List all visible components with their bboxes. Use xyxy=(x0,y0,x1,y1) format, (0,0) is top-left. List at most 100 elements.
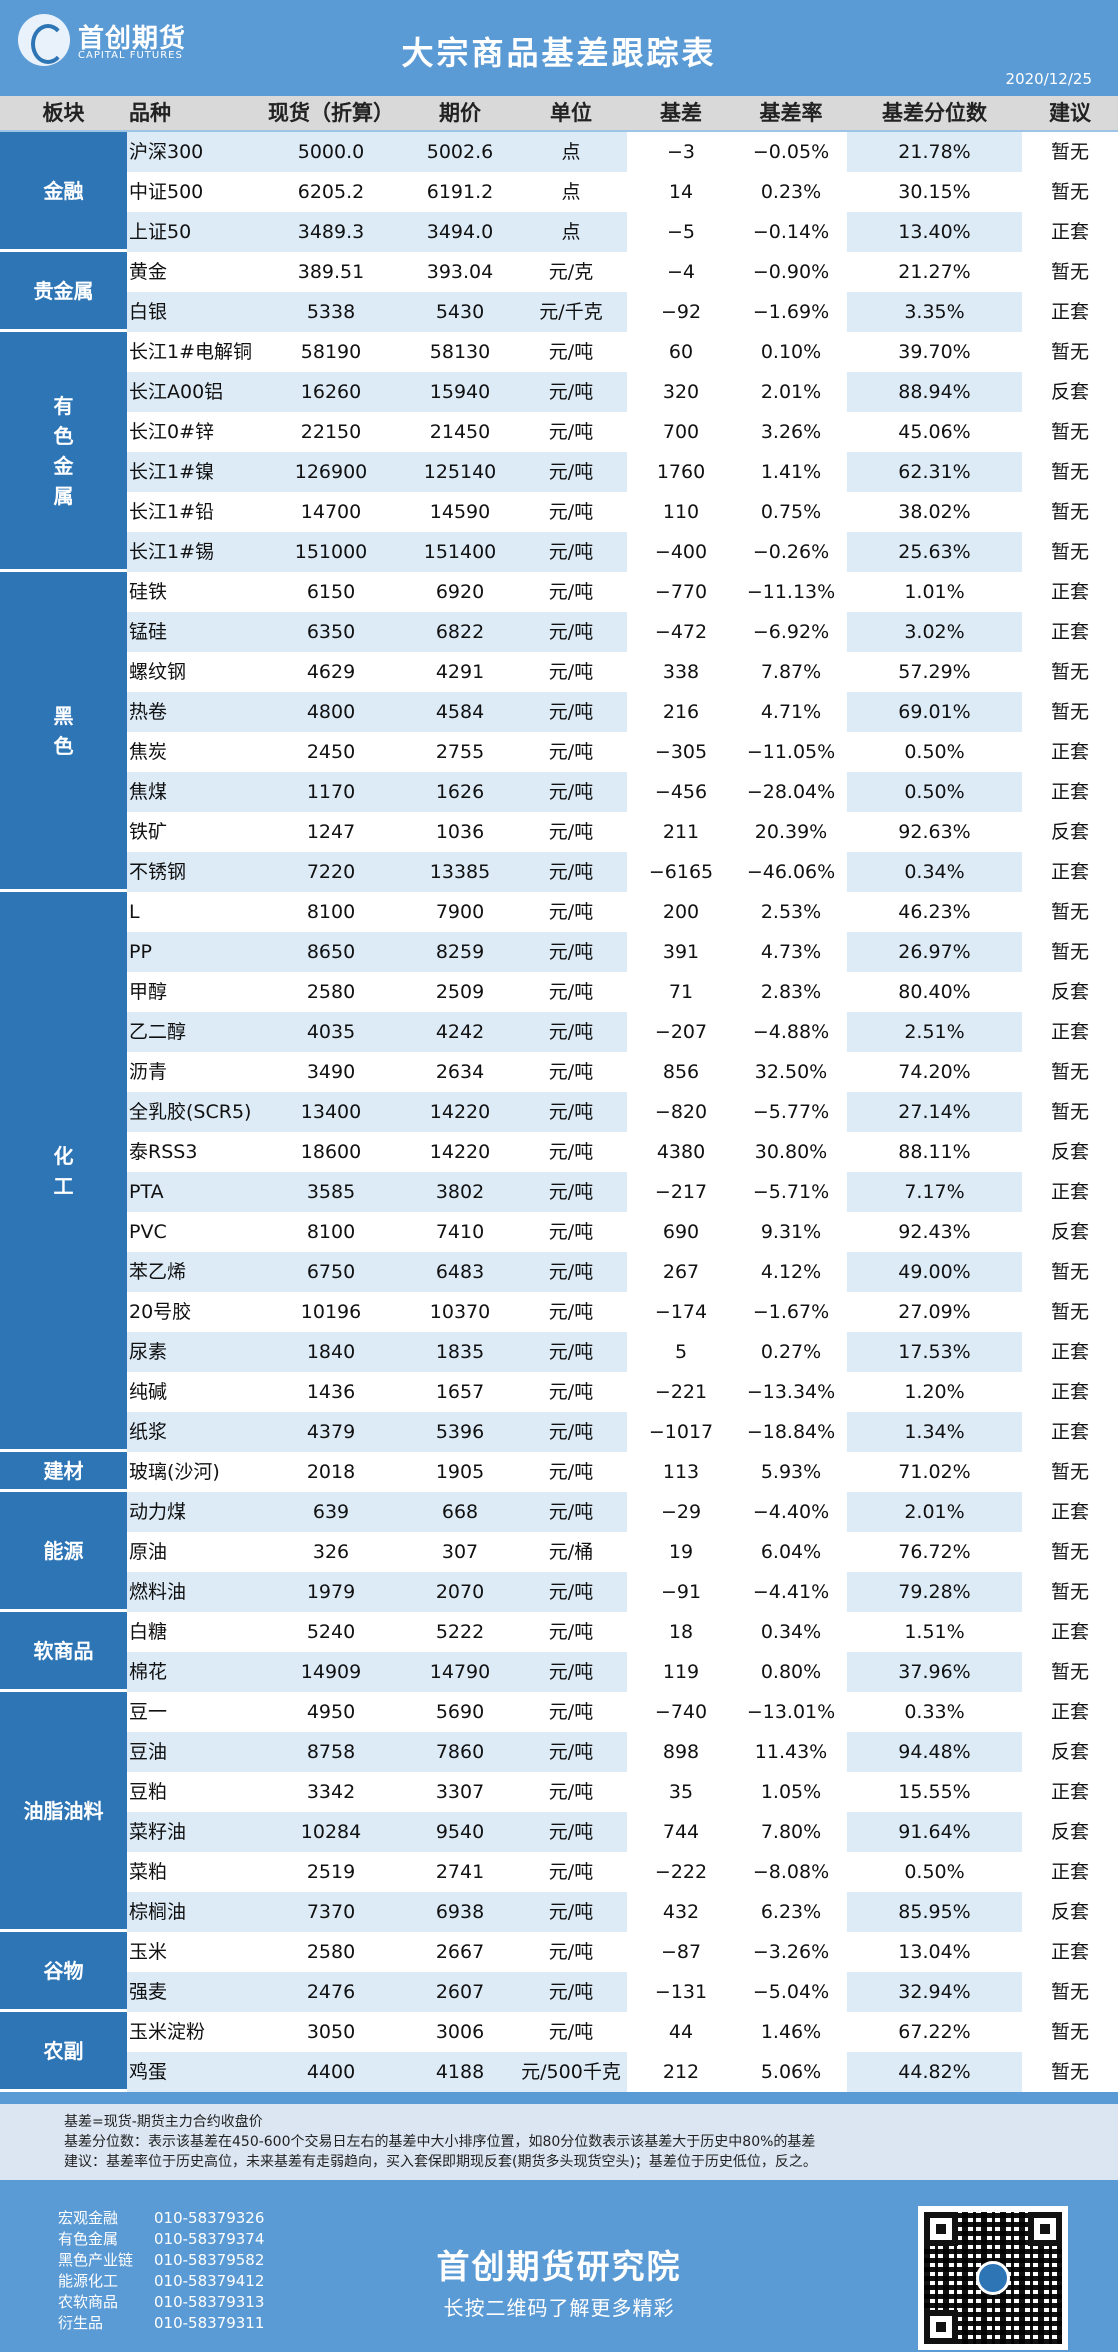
advice: 暂无 xyxy=(1050,1660,1089,1683)
basis-rate: 4.73% xyxy=(760,940,822,963)
spot-price: 4629 xyxy=(306,660,356,683)
futures-price: 2607 xyxy=(405,1971,515,2012)
basis: 216 xyxy=(662,700,700,723)
basis-percentile: 0.50% xyxy=(847,771,1022,812)
product-name: 长江1#电解铜 xyxy=(129,340,253,363)
table-row: 鸡蛋 4400 4188 元/500千克 212 5.06% 44.82% 暂无 xyxy=(127,2051,1118,2092)
basis: −221 xyxy=(654,1380,708,1403)
futures-price: 15940 xyxy=(405,371,515,412)
qr-finder-icon xyxy=(924,2212,958,2246)
advice: 暂无 xyxy=(1050,180,1089,203)
advice: 暂无 xyxy=(1050,1100,1089,1123)
basis-rate: −11.13% xyxy=(746,580,836,603)
unit: 元/吨 xyxy=(548,420,594,443)
product-name: 乙二醇 xyxy=(127,1011,257,1052)
futures-price: 1036 xyxy=(435,820,485,843)
unit: 元/吨 xyxy=(515,1331,627,1372)
product-name: 豆粕 xyxy=(129,1780,168,1803)
unit: 点 xyxy=(561,180,581,203)
product-name: 长江A00铝 xyxy=(127,371,257,412)
unit: 元/吨 xyxy=(548,980,594,1003)
table-row: 铁矿 1247 1036 元/吨 211 20.39% 92.63% 反套 xyxy=(127,812,1118,852)
advice: 暂无 xyxy=(1050,660,1089,683)
product-name: 沪深300 xyxy=(127,131,257,172)
spot-price: 639 xyxy=(257,1491,405,1532)
advice: 正套 xyxy=(1050,1420,1089,1443)
table-row: 棉花 14909 14790 元/吨 119 0.80% 37.96% 暂无 xyxy=(127,1651,1118,1692)
advice: 暂无 xyxy=(1050,1060,1089,1083)
table-row: 菜籽油 10284 9540 元/吨 744 7.80% 91.64% 反套 xyxy=(127,1811,1118,1852)
spot-price: 389.51 xyxy=(297,260,365,283)
table-row: 乙二醇 4035 4242 元/吨 −207 −4.88% 2.51% 正套 xyxy=(127,1011,1118,1052)
unit: 元/吨 xyxy=(548,1380,594,1403)
unit: 元/吨 xyxy=(548,2020,594,2043)
basis: −472 xyxy=(654,620,708,643)
basis: 71 xyxy=(668,980,694,1003)
basis: −174 xyxy=(654,1300,708,1323)
basis-percentile: 21.78% xyxy=(847,131,1022,172)
qr-code[interactable] xyxy=(918,2206,1068,2350)
basis: 119 xyxy=(662,1660,700,1683)
table-row: 甲醇 2580 2509 元/吨 71 2.83% 80.40% 反套 xyxy=(127,972,1118,1012)
advice: 反套 xyxy=(1050,980,1089,1003)
futures-price: 4291 xyxy=(435,660,485,683)
basis: 110 xyxy=(662,500,700,523)
table-row: 热卷 4800 4584 元/吨 216 4.71% 69.01% 暂无 xyxy=(127,691,1118,732)
advice: 暂无 xyxy=(1050,2060,1089,2083)
product-name: 中证500 xyxy=(129,180,204,203)
product-name: L xyxy=(129,900,140,923)
basis-rate: −0.26% xyxy=(752,540,830,563)
unit: 元/吨 xyxy=(515,1571,627,1612)
basis: −1017 xyxy=(648,1420,714,1443)
basis-rate: 1.05% xyxy=(760,1780,822,1803)
basis-rate: 4.71% xyxy=(760,700,822,723)
basis: −131 xyxy=(654,1980,708,2003)
spot-price: 126900 xyxy=(257,451,405,492)
basis-percentile: 69.01% xyxy=(847,691,1022,732)
advice: 暂无 xyxy=(1050,340,1089,363)
advice: 正套 xyxy=(1050,1500,1089,1523)
page-title: 大宗商品基差跟踪表 xyxy=(401,34,717,72)
basis-rate: −11.05% xyxy=(746,740,836,763)
advice: 暂无 xyxy=(1050,140,1089,163)
spot-price: 151000 xyxy=(257,531,405,572)
unit: 点 xyxy=(515,211,627,252)
basis: 267 xyxy=(662,1260,700,1283)
basis-rate: −4.88% xyxy=(752,1020,830,1043)
basis-percentile: 76.72% xyxy=(898,1540,971,1563)
table-row: 纸浆 4379 5396 元/吨 −1017 −18.84% 1.34% 正套 xyxy=(127,1411,1118,1452)
futures-price: 10370 xyxy=(429,1300,491,1323)
spot-price: 3489.3 xyxy=(257,211,405,252)
table-row: 豆油 8758 7860 元/吨 898 11.43% 94.48% 反套 xyxy=(127,1731,1118,1772)
basis-rate: −0.90% xyxy=(752,260,830,283)
contact-phone: 010-58379582 xyxy=(154,2251,265,2269)
table-row: 玻璃(沙河) 2018 1905 元/吨 113 5.93% 71.02% 暂无 xyxy=(127,1452,1118,1492)
unit: 元/吨 xyxy=(548,660,594,683)
sector-label: 软商品 xyxy=(33,1638,94,1663)
basis-rate: −18.84% xyxy=(746,1420,836,1443)
unit: 元/吨 xyxy=(548,340,594,363)
table-row: 白银 5338 5430 元/千克 −92 −1.69% 3.35% 正套 xyxy=(127,291,1118,332)
unit: 元/吨 xyxy=(515,851,627,892)
product-name: 原油 xyxy=(129,1540,168,1563)
page-footer: 宏观金融 010-58379326 有色金属 010-58379374 黑色产业链 0… xyxy=(0,2180,1118,2352)
product-name: 甲醇 xyxy=(129,980,168,1003)
spot-price: 3585 xyxy=(257,1171,405,1212)
product-name: 黄金 xyxy=(129,260,168,283)
unit: 元/吨 xyxy=(515,931,627,972)
logo-name: 首创期货 xyxy=(78,24,187,54)
basis-percentile: 7.17% xyxy=(847,1171,1022,1212)
institute-name: 首创期货研究院 xyxy=(436,2247,682,2286)
basis-percentile: 0.50% xyxy=(904,1860,965,1883)
basis: 113 xyxy=(662,1460,700,1483)
futures-price: 6483 xyxy=(405,1251,515,1292)
basis: 1760 xyxy=(656,460,706,483)
contact-item: 宏观金融 010-58379326 xyxy=(58,2208,264,2229)
basis: −820 xyxy=(654,1100,708,1123)
sector-cell: 黑色 xyxy=(0,572,127,892)
product-name: 泰RSS3 xyxy=(129,1140,198,1163)
advice: 正套 xyxy=(1050,1340,1089,1363)
sector-label: 建材 xyxy=(43,1458,84,1483)
table-row: 泰RSS3 18600 14220 元/吨 4380 30.80% 88.11% 反套 xyxy=(127,1132,1118,1172)
basis: −4 xyxy=(666,260,695,283)
